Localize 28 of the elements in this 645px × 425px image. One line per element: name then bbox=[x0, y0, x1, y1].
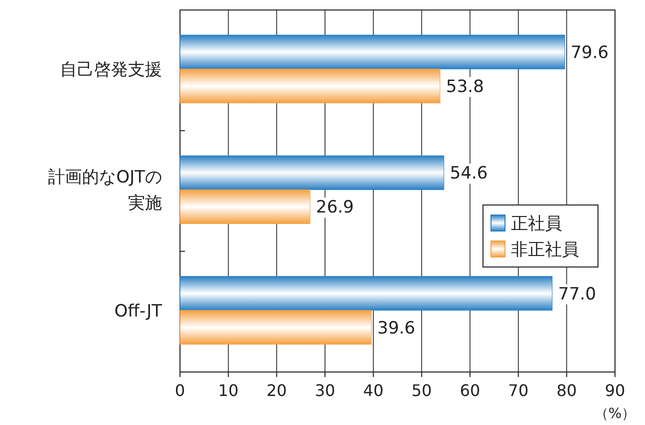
data-label: 39.6 bbox=[377, 318, 416, 338]
x-tick-label: 0 bbox=[174, 381, 186, 400]
y-tick-label: Off-JT bbox=[114, 301, 163, 322]
bar bbox=[180, 34, 565, 70]
y-tick-label: 自己啓発支援 bbox=[60, 60, 162, 80]
data-label: 54.6 bbox=[450, 164, 488, 184]
bar bbox=[180, 276, 552, 311]
y-tick-label: 計画的なOJTの実施 bbox=[48, 168, 162, 214]
data-label: 53.8 bbox=[446, 77, 484, 97]
bar bbox=[180, 68, 440, 104]
bar bbox=[180, 310, 372, 345]
x-tick-label: 10 bbox=[218, 381, 239, 400]
legend-label: 非正社員 bbox=[511, 240, 579, 260]
bar bbox=[180, 155, 444, 190]
x-tick-label: 30 bbox=[314, 381, 336, 400]
legend-label: 正社員 bbox=[511, 214, 562, 234]
x-tick-label: 90 bbox=[604, 381, 626, 400]
data-label: 77.0 bbox=[558, 284, 596, 304]
x-tick-label: 40 bbox=[363, 381, 384, 400]
x-tick-label: 70 bbox=[508, 381, 529, 400]
x-tick-label: 80 bbox=[556, 381, 577, 400]
x-tick-label: 50 bbox=[411, 381, 432, 400]
x-tick-label: 20 bbox=[266, 381, 287, 400]
x-axis-title: （%） bbox=[594, 406, 636, 422]
data-label: 26.9 bbox=[316, 198, 354, 218]
bar bbox=[180, 189, 310, 224]
x-tick-label: 60 bbox=[460, 381, 480, 400]
data-label: 79.6 bbox=[570, 43, 609, 63]
